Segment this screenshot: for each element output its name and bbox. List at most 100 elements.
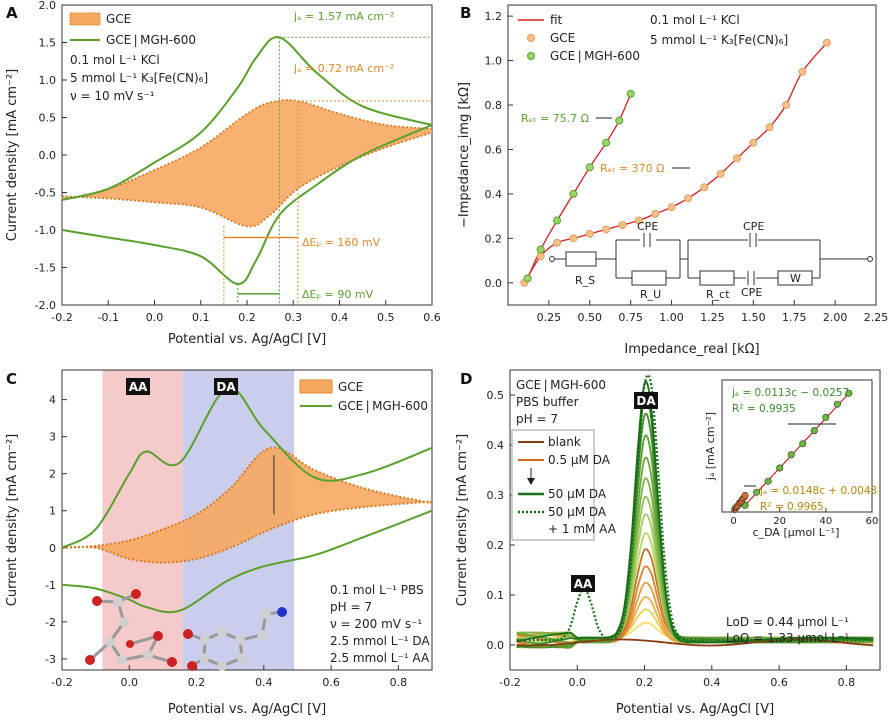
legend-marker-gce: [527, 34, 535, 42]
limit-loq: LoQ = 1.33 µmol L⁻¹: [726, 631, 849, 645]
inset-point-high: [845, 389, 853, 397]
gce-point: [700, 183, 709, 192]
panel-c-series: [61, 386, 433, 614]
panel-c-frame: [61, 369, 433, 671]
panel-label-b: B: [460, 4, 471, 22]
limit-lod: LoD = 0.44 µmol L⁻¹: [726, 615, 849, 629]
band-label-da: DA: [216, 380, 236, 394]
inset-fit-line-high: [744, 392, 850, 506]
panel-d-xtick-label: 0.4: [703, 676, 721, 689]
panel-c-xlabel: Potential vs. Ag/AgCl [V]: [168, 702, 326, 717]
panel-c-ytick-label: 4: [49, 394, 56, 407]
panel-d-ytick-label: 0.3: [487, 489, 505, 502]
dpv-aa-spiked-curve: [516, 373, 874, 642]
panel-c-ylabel: Current density [mA cm⁻²]: [5, 434, 20, 606]
equivalent-circuit: [549, 233, 873, 286]
peak-label-aa: AA: [574, 577, 593, 591]
mgh-point: [602, 138, 611, 147]
panel-c-ytick-label: 2: [49, 468, 56, 481]
panel-c-ytick-label: 1: [49, 505, 56, 518]
mgh-forward-line: [61, 36, 433, 201]
panel-d-ph: pH = 7: [516, 412, 558, 426]
panel-d-xtick-label: 0.0: [569, 676, 587, 689]
panel-a-xtick-label: -0.1: [98, 311, 119, 324]
panel-c-xticks: -0.2 0.0 0.2 0.4 0.6 0.8: [51, 665, 407, 689]
panel-b-xlabel: Impedance_real [kΩ]: [624, 342, 759, 357]
legend-label-mgh-c: GCE | MGH-600: [338, 399, 428, 413]
panel-a-series: [61, 36, 433, 305]
gce-point: [782, 101, 791, 109]
circuit-rs: R_S: [575, 274, 595, 287]
panel-c-xtick-label: 0.0: [121, 676, 139, 689]
panel-d-xlabel: Potential vs. Ag/AgCl [V]: [616, 702, 774, 717]
panel-a-xlabel: Potential vs. Ag/AgCl [V]: [168, 332, 326, 347]
mgh-point: [585, 163, 594, 172]
inset-r2-low: R² = 0.9965: [760, 501, 824, 513]
panel-d-xtick-label: 0.8: [838, 676, 856, 689]
gce-point: [618, 221, 627, 229]
inset-series: [731, 389, 853, 514]
panel-d-electrode: GCE | MGH-600: [516, 378, 606, 392]
panel-a-xtick-label: 0.4: [331, 311, 349, 324]
panel-a-ytick-label: 0.5: [39, 112, 57, 125]
condition-ph-c: pH = 7: [330, 600, 372, 614]
panel-b-ytick-label: 0.8: [485, 99, 503, 112]
inset-point-high: [810, 427, 818, 435]
legend-label-fit: fit: [550, 13, 563, 27]
panel-d-buffer: PBS buffer: [516, 395, 579, 409]
circuit-cpe-1: CPE: [637, 220, 658, 233]
peak-label-da-bg: [634, 392, 658, 409]
mgh-point: [569, 189, 578, 198]
panel-b-xtick-label: 1.25: [700, 311, 725, 324]
panel-d-xticks: -0.2 0.0 0.2 0.4 0.6 0.8: [499, 665, 855, 689]
condition-kcl-b: 0.1 mol L⁻¹ KCl: [650, 13, 740, 27]
inset-xtick-label: 20: [773, 516, 786, 527]
dpv-curve: [516, 393, 874, 648]
gce-area-c: [62, 447, 432, 563]
gce-point: [569, 234, 578, 243]
panel-b-xtick-label: 1.50: [741, 311, 766, 324]
gce-point: [651, 209, 660, 218]
legend-label-gce: GCE: [106, 12, 131, 26]
panel-c-ytick-label: -2: [45, 616, 56, 629]
circuit-ru: R_U: [640, 288, 661, 301]
panel-a-ytick-label: -2.0: [35, 299, 56, 312]
gce-point: [683, 194, 692, 203]
circuit-cpe-3: CPE: [741, 286, 762, 299]
annotation-ja-mgh: jₐ = 1.57 mA cm⁻²: [293, 10, 394, 23]
panel-a-xtick-label: 0.2: [238, 311, 256, 324]
panel-b-yticks: 0.0 0.2 0.4 0.6 0.8 1.0 1.2: [485, 10, 513, 290]
panel-b-series: [520, 38, 831, 287]
inset-xlabel: c_DA [µmol L⁻¹]: [753, 526, 840, 539]
legend-label-mgh-b: GCE | MGH-600: [550, 49, 640, 63]
panel-c-plot: -0.2 0.0 0.2 0.4 0.6 0.8 -3 -2 -1 0 1 2 3 4 AA DA GC…: [5, 369, 433, 717]
panel-b-ytick-label: 0.2: [485, 232, 503, 245]
legend-swatch-gce-c: [299, 379, 333, 394]
gce-forward-line-c: [61, 446, 433, 549]
inset-xticks: 0 20 40 60: [730, 508, 878, 527]
mgh-reverse-line: [61, 124, 433, 285]
inset-frame: [721, 379, 873, 513]
panel-label-c: C: [6, 370, 17, 388]
gce-reverse-line-c: [61, 500, 433, 564]
legend-label-mgh: GCE | MGH-600: [106, 33, 196, 47]
fit-line-gce: [523, 42, 828, 284]
legend-label-plus-aa: + 1 mM AA: [548, 522, 617, 536]
annotation-dep-mgh: ΔEₚ = 90 mV: [302, 288, 374, 301]
mgh-forward-line-c: [61, 386, 433, 549]
legend-label-gce-b: GCE: [550, 31, 575, 45]
gce-point: [553, 238, 562, 247]
condition-pbs: 0.1 mol L⁻¹ PBS: [330, 583, 424, 597]
panel-b-ytick-label: 1.0: [485, 55, 503, 68]
inset-point-low: [741, 491, 749, 499]
inset-background: [714, 376, 874, 516]
panel-b-xticks: 0.25 0.50 0.75 1.00 1.25 1.50 1.75 2.00 2.25: [537, 300, 888, 324]
panel-b-xtick-label: 1.75: [782, 311, 807, 324]
panel-d-ylabel: Current density [mA cm⁻²]: [455, 434, 470, 606]
panel-d-xtick-label: 0.6: [770, 676, 788, 689]
panel-d-ytick-label: 0.0: [487, 639, 505, 652]
inset-point-high: [753, 488, 761, 496]
inset-r2-high: R² = 0.9935: [732, 403, 796, 415]
panel-a-ytick-label: 1.5: [39, 37, 57, 50]
